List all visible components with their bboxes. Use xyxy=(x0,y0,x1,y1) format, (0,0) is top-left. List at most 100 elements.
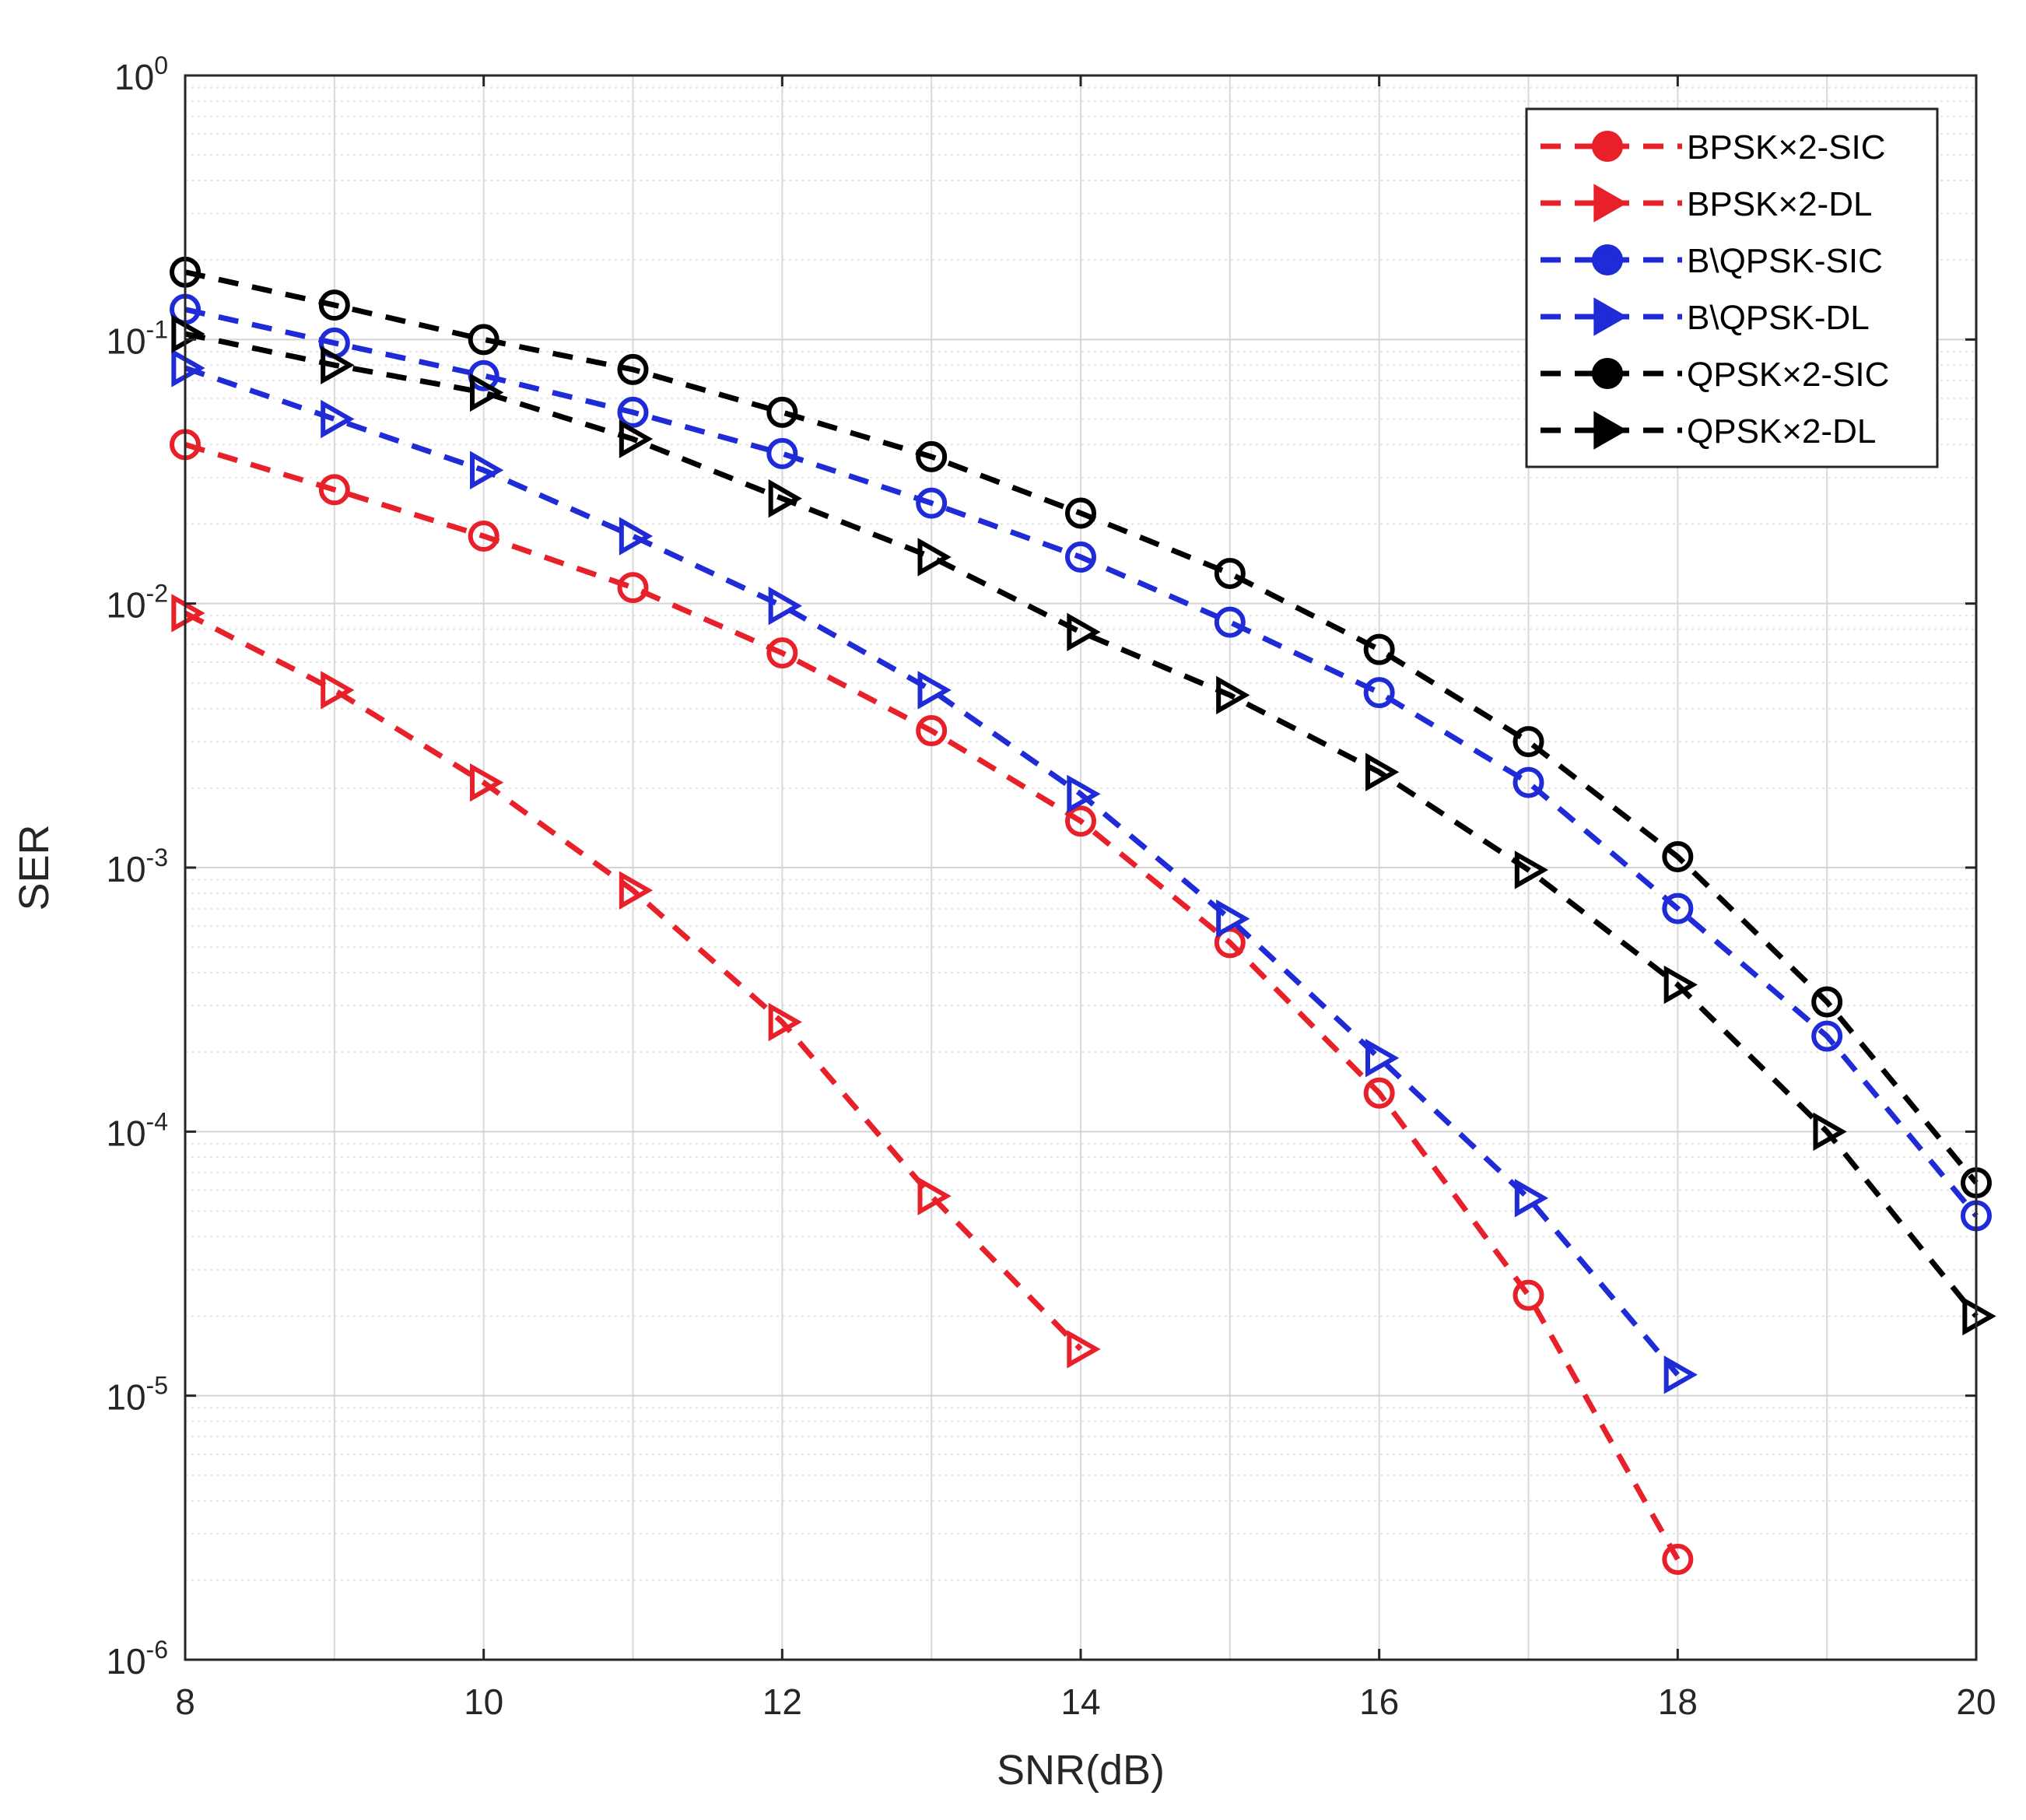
y-tick-label: 10-1 xyxy=(106,315,168,361)
series-4 xyxy=(170,256,1992,1199)
data-point xyxy=(1663,1355,1698,1394)
x-tick-label: 14 xyxy=(1060,1681,1100,1722)
y-tick-label: 10-4 xyxy=(106,1107,168,1153)
legend-label: BPSK×2-DL xyxy=(1687,185,1872,223)
series-line xyxy=(184,269,1979,1185)
legend-marker xyxy=(1592,244,1623,275)
legend-box xyxy=(1525,107,1939,468)
data-point xyxy=(1662,1543,1694,1575)
legend-label: B\QPSK-SIC xyxy=(1687,242,1883,280)
legend: BPSK×2-SIC BPSK×2-DL B\QPSK-SIC B\QPSK-DL QP… xyxy=(1525,107,1939,468)
legend-item: QPSK×2-DL xyxy=(1541,411,1876,451)
series-layer xyxy=(170,256,1996,1575)
x-tick-label: 8 xyxy=(175,1681,195,1722)
data-point xyxy=(1363,677,1395,709)
data-point xyxy=(1662,840,1694,872)
legend-item: BPSK×2-DL xyxy=(1541,184,1872,223)
y-tick-label: 100 xyxy=(114,51,168,97)
data-point xyxy=(917,671,952,710)
legend-label: QPSK×2-SIC xyxy=(1687,356,1889,394)
data-point xyxy=(318,289,350,321)
data-point xyxy=(1662,892,1694,924)
data-point xyxy=(1512,1279,1544,1311)
legend-label: BPSK×2-SIC xyxy=(1687,128,1886,167)
data-point xyxy=(1065,805,1096,837)
data-point xyxy=(1065,497,1096,529)
data-point xyxy=(1512,766,1544,798)
legend-item: B\QPSK-DL xyxy=(1541,297,1870,337)
y-tick-label: 10-2 xyxy=(106,580,168,626)
data-point xyxy=(768,479,802,518)
data-point xyxy=(470,451,504,489)
data-point xyxy=(916,715,948,747)
legend-item: BPSK×2-SIC xyxy=(1541,128,1886,167)
legend-marker xyxy=(1593,184,1628,223)
y-tick-labels: 100 10-1 10-2 10-3 10-4 10-5 10-6 xyxy=(106,51,168,1681)
data-point xyxy=(1216,899,1250,938)
data-point xyxy=(619,871,654,910)
data-point xyxy=(1811,1020,1843,1052)
data-point xyxy=(321,671,355,710)
data-point xyxy=(321,345,355,384)
data-point xyxy=(766,437,798,469)
axes xyxy=(184,74,1978,1661)
data-point xyxy=(468,521,499,552)
data-point xyxy=(1214,606,1246,638)
series-5 xyxy=(171,314,1996,1336)
data-point xyxy=(171,594,205,633)
data-point xyxy=(1663,965,1698,1005)
legend-marker xyxy=(1593,411,1628,450)
data-point xyxy=(619,419,654,458)
y-tick-label: 10-6 xyxy=(106,1636,168,1681)
data-point xyxy=(1363,1077,1395,1109)
data-point xyxy=(470,373,504,412)
data-point xyxy=(1065,541,1096,573)
x-tick-labels: 8 10 12 14 16 18 20 xyxy=(175,1681,1996,1722)
data-point xyxy=(766,396,798,428)
data-point xyxy=(917,538,952,577)
x-tick-label: 18 xyxy=(1658,1681,1698,1722)
data-point xyxy=(617,353,649,385)
y-axis-label: SER xyxy=(11,824,58,910)
series-1 xyxy=(171,594,1101,1369)
data-point xyxy=(1365,1039,1400,1078)
data-point xyxy=(617,396,649,428)
series-line xyxy=(184,610,1083,1352)
y-tick-label: 10-3 xyxy=(106,843,168,889)
data-point xyxy=(1067,612,1101,652)
data-point xyxy=(1962,1296,1996,1336)
data-point xyxy=(1363,633,1395,665)
data-point xyxy=(318,474,350,506)
data-point xyxy=(1365,752,1400,791)
data-point xyxy=(1067,1330,1101,1369)
data-point xyxy=(171,349,205,387)
y-tick-label: 10-5 xyxy=(106,1372,168,1418)
x-tick-label: 16 xyxy=(1359,1681,1399,1722)
legend-marker xyxy=(1593,297,1628,336)
data-point xyxy=(768,586,802,626)
data-point xyxy=(768,1002,802,1042)
data-point xyxy=(917,1177,952,1215)
data-point xyxy=(1813,1112,1847,1152)
data-point xyxy=(617,572,649,604)
data-point xyxy=(916,440,948,472)
data-point xyxy=(468,324,499,356)
data-point xyxy=(1512,726,1544,758)
data-point xyxy=(1214,558,1246,590)
legend-marker xyxy=(1592,358,1623,389)
data-point xyxy=(1514,1179,1549,1218)
data-point xyxy=(1811,986,1843,1018)
data-point xyxy=(916,487,948,519)
x-tick-label: 20 xyxy=(1956,1681,1996,1722)
x-tick-label: 12 xyxy=(762,1681,802,1722)
x-tick-label: 10 xyxy=(464,1681,503,1722)
x-axis-label: SNR(dB) xyxy=(997,1747,1165,1794)
series-line xyxy=(184,307,1979,1218)
data-point xyxy=(1067,774,1101,814)
legend-label: B\QPSK-DL xyxy=(1687,299,1870,337)
data-point xyxy=(171,314,205,353)
legend-item: QPSK×2-SIC xyxy=(1541,356,1889,394)
data-point xyxy=(1216,675,1250,715)
data-point xyxy=(470,763,504,802)
